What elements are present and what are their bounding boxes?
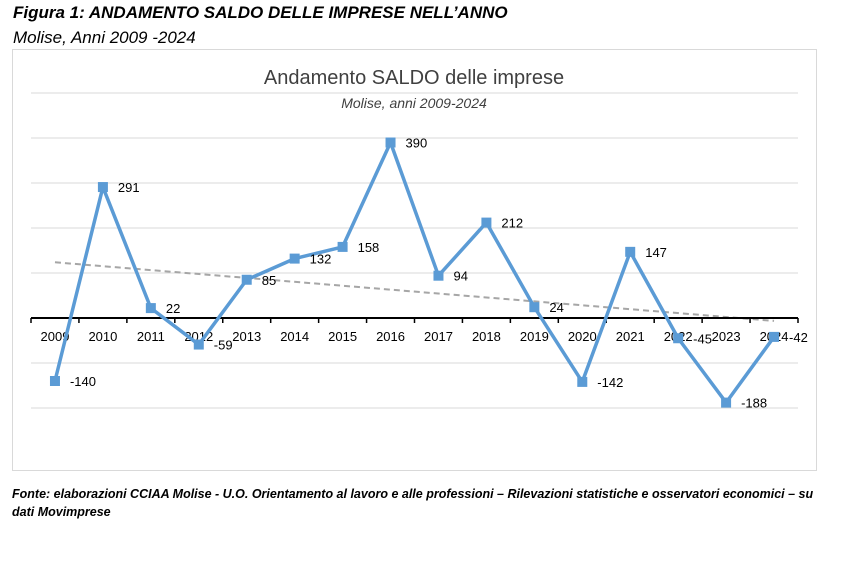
data-label: 24 xyxy=(549,300,563,315)
data-point-marker xyxy=(97,182,108,193)
data-label: 132 xyxy=(310,252,332,267)
data-label: 85 xyxy=(262,273,276,288)
data-label: 94 xyxy=(453,269,467,284)
x-tick-label: 2014 xyxy=(280,329,309,344)
data-point-marker xyxy=(145,303,156,314)
x-tick-label: 2019 xyxy=(520,329,549,344)
data-label: -140 xyxy=(70,374,96,389)
chart-area: Andamento SALDO delle imprese Molise, an… xyxy=(12,49,817,471)
gridlines xyxy=(31,92,798,409)
chart-subtitle: Molise, anni 2009-2024 xyxy=(341,95,487,111)
x-tick-label: 2023 xyxy=(712,329,741,344)
x-tick-label: 2021 xyxy=(616,329,645,344)
x-tick-label: 2013 xyxy=(232,329,261,344)
data-point-marker xyxy=(193,339,204,350)
data-point-marker xyxy=(241,274,252,285)
data-label: -59 xyxy=(214,338,233,353)
data-label: -142 xyxy=(597,375,623,390)
x-tick-label: 2011 xyxy=(137,329,165,344)
line-chart: Andamento SALDO delle imprese Molise, an… xyxy=(30,67,808,411)
data-label: 158 xyxy=(358,240,380,255)
data-point-marker xyxy=(481,217,492,228)
series-line xyxy=(53,140,776,405)
chart-title: Andamento SALDO delle imprese xyxy=(264,67,564,89)
source-note: Fonte: elaborazioni CCIAA Molise - U.O. … xyxy=(12,487,814,519)
data-label: 212 xyxy=(501,216,523,231)
x-tick-label: 2017 xyxy=(424,329,453,344)
data-point-marker xyxy=(721,397,732,408)
data-label: 291 xyxy=(118,180,140,195)
x-tick-label: 2009 xyxy=(41,329,70,344)
x-tick-label: 2020 xyxy=(568,329,597,344)
data-label: 22 xyxy=(166,301,180,316)
x-tick-label: 2015 xyxy=(328,329,357,344)
data-label: 390 xyxy=(406,136,428,151)
x-tick-label: 2010 xyxy=(88,329,117,344)
figure-title: Figura 1: ANDAMENTO SALDO DELLE IMPRESE … xyxy=(13,3,508,22)
data-label: -45 xyxy=(693,331,712,346)
data-point-marker xyxy=(529,302,540,313)
data-point-marker xyxy=(673,333,684,344)
figure-subtitle: Molise, Anni 2009 -2024 xyxy=(13,28,196,47)
data-point-marker xyxy=(577,376,588,387)
data-point-marker xyxy=(385,137,396,148)
data-label: -188 xyxy=(741,396,767,411)
data-label: 147 xyxy=(645,245,667,260)
data-point-marker xyxy=(769,331,780,342)
x-tick-label: 2016 xyxy=(376,329,405,344)
x-tick-label: 2018 xyxy=(472,329,501,344)
data-point-marker xyxy=(289,253,300,264)
data-point-marker xyxy=(337,241,348,252)
data-label: -42 xyxy=(789,330,808,345)
trendline-group xyxy=(54,261,775,322)
data-point-marker xyxy=(433,270,444,281)
trendline xyxy=(54,261,775,322)
data-point-marker xyxy=(49,376,60,386)
series-group xyxy=(49,137,780,408)
data-point-marker xyxy=(625,246,636,257)
data-labels: -140 291 22 -59 85 132 158 390 94 212 24 -142 147 -45… xyxy=(70,136,808,411)
